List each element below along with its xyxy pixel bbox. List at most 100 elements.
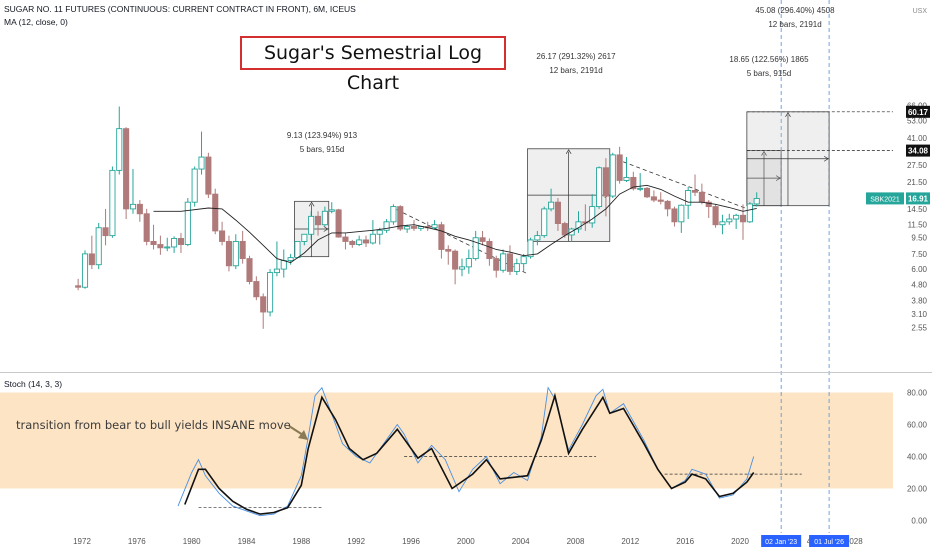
candle-body bbox=[280, 260, 287, 270]
price-tick-label: 2.55 bbox=[911, 323, 927, 332]
candle-body bbox=[212, 193, 219, 232]
price-tick-label: 11.50 bbox=[908, 221, 928, 230]
candle-body bbox=[506, 253, 514, 272]
candle-body bbox=[328, 209, 335, 212]
candle-body bbox=[308, 215, 315, 235]
stoch-band bbox=[0, 392, 893, 489]
stoch-annotation[interactable]: transition from bear to bull yields INSA… bbox=[16, 418, 291, 432]
candle-body bbox=[143, 213, 150, 242]
candle-body bbox=[589, 206, 596, 224]
candle-body bbox=[616, 154, 623, 181]
stoch-tick-label: 0.00 bbox=[911, 517, 927, 526]
candle-body bbox=[191, 168, 198, 203]
symbol-badge-text: SBK2021 bbox=[870, 196, 900, 203]
candle-body bbox=[493, 258, 500, 271]
current-price-text: 16.91 bbox=[908, 194, 929, 203]
candle-body bbox=[301, 233, 308, 242]
candle-body bbox=[479, 237, 486, 242]
x-tick-label: 2000 bbox=[457, 537, 475, 546]
candle-body bbox=[136, 203, 143, 215]
candle-body bbox=[691, 190, 699, 193]
price-tick-label: 14.50 bbox=[907, 205, 928, 214]
candle-body bbox=[500, 253, 507, 271]
x-tick-label: 2008 bbox=[567, 537, 585, 546]
measure-box-uparrow-4 bbox=[785, 112, 791, 117]
candle-body bbox=[404, 226, 411, 230]
candle-body bbox=[705, 201, 712, 208]
candle-body bbox=[383, 221, 390, 231]
candle-body bbox=[452, 250, 459, 270]
measure-box-uparrow-2 bbox=[565, 149, 572, 154]
candle-body bbox=[746, 203, 753, 223]
stoch-tick-label: 80.00 bbox=[907, 389, 928, 398]
symbol-title: SUGAR NO. 11 FUTURES (CONTINUOUS: CURREN… bbox=[4, 4, 356, 14]
x-tick-label: 1992 bbox=[347, 537, 365, 546]
x-tick-label: 1980 bbox=[183, 537, 201, 546]
candle-body bbox=[356, 239, 363, 245]
future-date-badge-1 bbox=[761, 535, 802, 547]
candle-body bbox=[390, 206, 397, 223]
symbol-badge bbox=[866, 192, 904, 205]
candle-body bbox=[95, 227, 102, 266]
measure-box-uparrow-3 bbox=[761, 150, 767, 156]
candle-body bbox=[431, 224, 438, 229]
candle-body bbox=[109, 169, 116, 237]
price-tick-label: 27.50 bbox=[907, 161, 928, 170]
candle-body bbox=[157, 244, 164, 249]
x-tick-label: 1988 bbox=[292, 537, 310, 546]
measurement-label-4: 45.08 (296.40%) 4508 12 bars, 2191d bbox=[755, 6, 835, 29]
candle-body bbox=[239, 240, 246, 260]
candle-body bbox=[513, 263, 520, 272]
pane-divider[interactable] bbox=[0, 372, 932, 373]
candle-body bbox=[678, 204, 685, 223]
candle-body bbox=[81, 253, 89, 288]
chart-headline[interactable]: Sugar's Semestrial Log Chart bbox=[240, 36, 506, 94]
price-tick-label: 4.80 bbox=[911, 280, 927, 289]
x-tick-label: 1976 bbox=[128, 537, 146, 546]
future-date-text-1: 02 Jan '23 bbox=[765, 539, 797, 546]
candle-body bbox=[294, 240, 301, 259]
current-price-badge bbox=[906, 192, 930, 205]
candle-body bbox=[630, 176, 637, 190]
stoch-line-d bbox=[184, 392, 755, 515]
candle-body bbox=[596, 167, 603, 208]
stoch-indicator-label[interactable]: Stoch (14, 3, 3) bbox=[4, 379, 63, 389]
candle-body bbox=[534, 235, 541, 241]
candle-body bbox=[671, 208, 678, 223]
candle-body bbox=[198, 156, 205, 170]
price-tick-label: 21.50 bbox=[907, 178, 928, 187]
candle-body bbox=[561, 223, 568, 236]
candle-body bbox=[712, 206, 719, 226]
price-badge-text-2: 34.08 bbox=[908, 147, 929, 156]
candle-body bbox=[753, 197, 760, 205]
candle-body bbox=[637, 187, 644, 190]
candle-body bbox=[184, 201, 191, 245]
candle-body bbox=[219, 230, 226, 242]
x-tick-label: 1996 bbox=[402, 537, 420, 546]
candle-body bbox=[171, 238, 178, 248]
candle-body bbox=[685, 190, 692, 206]
candle-body bbox=[527, 239, 534, 258]
trendline-2 bbox=[616, 158, 754, 212]
candle-body bbox=[520, 256, 527, 265]
candle-body bbox=[164, 246, 171, 249]
candle-body bbox=[541, 208, 548, 237]
candle-body bbox=[267, 272, 274, 313]
candle-body bbox=[116, 128, 123, 171]
ma-indicator-label[interactable]: MA (12, close, 0) bbox=[4, 17, 68, 27]
candle-body bbox=[739, 214, 747, 223]
candle-body bbox=[253, 281, 260, 298]
x-tick-label: 1984 bbox=[238, 537, 256, 546]
stoch-tick-label: 40.00 bbox=[907, 453, 928, 462]
stoch-tick-label: 20.00 bbox=[907, 485, 928, 494]
x-tick-label: 2020 bbox=[731, 537, 749, 546]
x-tick-label-partial: 028 bbox=[849, 537, 863, 546]
stoch-tick-label: 60.00 bbox=[907, 421, 928, 430]
candle-body bbox=[733, 214, 740, 220]
candle-body bbox=[335, 209, 342, 238]
x-tick-label: 1972 bbox=[73, 537, 91, 546]
candle-body bbox=[397, 206, 404, 230]
measurement-label-1: 9.13 (123.94%) 913 5 bars, 915d bbox=[286, 131, 358, 154]
